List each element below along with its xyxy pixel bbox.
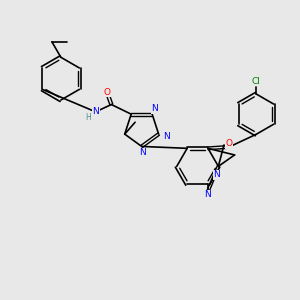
- Text: O: O: [103, 88, 110, 97]
- Text: N: N: [205, 190, 211, 199]
- Text: Cl: Cl: [252, 77, 260, 86]
- Text: N: N: [140, 148, 146, 158]
- Text: N: N: [152, 104, 158, 113]
- Text: N: N: [163, 132, 170, 141]
- Text: O: O: [226, 139, 233, 148]
- Text: N: N: [92, 107, 99, 116]
- Text: H: H: [85, 113, 91, 122]
- Text: N: N: [214, 170, 220, 179]
